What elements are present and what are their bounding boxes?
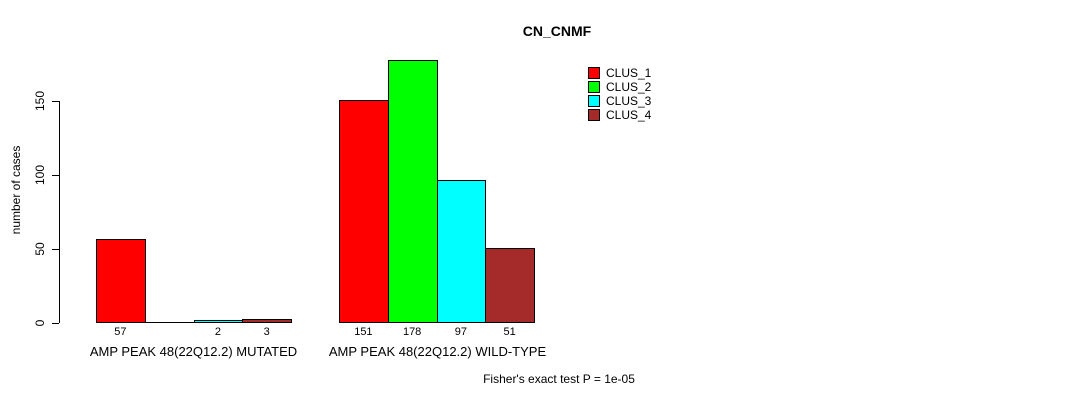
bar-clus_4-group2 [485, 248, 535, 323]
y-tick-mark [52, 249, 59, 250]
bar-value-label: 151 [354, 326, 373, 338]
y-tick-label: 100 [33, 164, 47, 186]
legend-swatch [588, 109, 600, 121]
legend-swatch [588, 81, 600, 93]
legend-swatch [588, 95, 600, 107]
y-tick-mark [52, 175, 59, 176]
chart-title: CN_CNMF [522, 23, 592, 39]
bar-clus_3-group2 [436, 180, 487, 323]
y-axis-line [59, 101, 60, 323]
y-axis-label: number of cases [9, 145, 23, 235]
y-tick-label: 150 [33, 90, 47, 112]
bar-clus_2-group2 [387, 60, 438, 323]
bar-value-label: 178 [402, 326, 422, 338]
legend-label: CLUS_4 [606, 108, 652, 122]
bar-clus_4-group1 [242, 319, 292, 323]
legend-item-clus_1: CLUS_1 [588, 66, 668, 80]
y-tick-mark [52, 323, 59, 324]
bar-value-label: 97 [454, 326, 467, 338]
bar-value-label: 57 [114, 326, 127, 338]
legend-label: CLUS_2 [606, 80, 652, 94]
y-tick-label: 50 [33, 242, 47, 256]
group-label-mutated: AMP PEAK 48(22Q12.2) MUTATED [89, 344, 298, 359]
y-tick-mark [52, 101, 59, 102]
bar-clus_3-group1 [193, 320, 244, 323]
legend-item-clus_3: CLUS_3 [588, 94, 668, 108]
bar-value-label: 2 [214, 326, 221, 338]
legend-item-clus_4: CLUS_4 [588, 108, 668, 122]
fisher-test-annotation: Fisher's exact test P = 1e-05 [483, 372, 635, 386]
legend-item-clus_2: CLUS_2 [588, 80, 668, 94]
y-tick-label: 0 [33, 319, 47, 327]
bar-clus_2-group1 [144, 322, 195, 323]
bar-value-label: 51 [503, 326, 516, 338]
bar-clus_1-group2 [339, 100, 389, 323]
legend-swatch [588, 67, 600, 79]
bar-clus_1-group1 [96, 239, 146, 323]
bar-value-label: 3 [263, 326, 270, 338]
legend-label: CLUS_1 [606, 66, 652, 80]
group-label-wild-type: AMP PEAK 48(22Q12.2) WILD-TYPE [328, 344, 547, 359]
legend-label: CLUS_3 [606, 94, 652, 108]
